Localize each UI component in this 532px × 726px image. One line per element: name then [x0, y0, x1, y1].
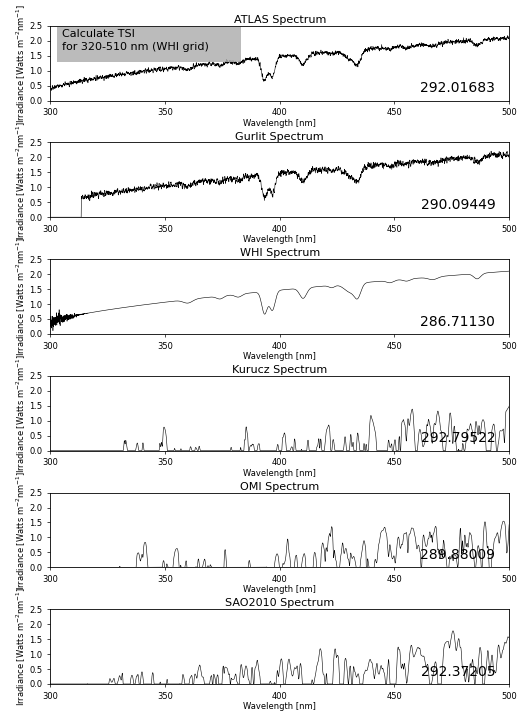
- Text: 286.71130: 286.71130: [420, 314, 495, 329]
- X-axis label: Wavelength [nm]: Wavelength [nm]: [243, 352, 316, 361]
- Y-axis label: Irradiance [Watts m$^{-2}$nm$^{-1}$]: Irradiance [Watts m$^{-2}$nm$^{-1}$]: [15, 470, 28, 590]
- Text: 292.01683: 292.01683: [420, 81, 495, 95]
- Text: 292.37205: 292.37205: [421, 665, 495, 679]
- Y-axis label: Irradiance [Watts m$^{-2}$nm$^{-1}$]: Irradiance [Watts m$^{-2}$nm$^{-1}$]: [15, 237, 28, 356]
- Title: SAO2010 Spectrum: SAO2010 Spectrum: [225, 598, 334, 608]
- FancyBboxPatch shape: [57, 28, 240, 62]
- X-axis label: Wavelength [nm]: Wavelength [nm]: [243, 702, 316, 711]
- Title: OMI Spectrum: OMI Spectrum: [240, 482, 319, 492]
- X-axis label: Wavelength [nm]: Wavelength [nm]: [243, 235, 316, 244]
- Text: 290.09449: 290.09449: [421, 198, 495, 212]
- X-axis label: Wavelength [nm]: Wavelength [nm]: [243, 585, 316, 595]
- Text: 292.79522: 292.79522: [421, 431, 495, 445]
- X-axis label: Wavelength [nm]: Wavelength [nm]: [243, 468, 316, 478]
- Text: Calculate TSI
for 320-510 nm (WHI grid): Calculate TSI for 320-510 nm (WHI grid): [62, 29, 209, 52]
- Title: Gurlit Spectrum: Gurlit Spectrum: [235, 131, 324, 142]
- X-axis label: Wavelength [nm]: Wavelength [nm]: [243, 118, 316, 128]
- Y-axis label: Irradiance [Watts m$^{-2}$nm$^{-1}$]: Irradiance [Watts m$^{-2}$nm$^{-1}$]: [15, 4, 28, 123]
- Title: Kurucz Spectrum: Kurucz Spectrum: [232, 365, 327, 375]
- Text: 289.88009: 289.88009: [420, 548, 495, 562]
- Title: ATLAS Spectrum: ATLAS Spectrum: [234, 15, 326, 25]
- Y-axis label: Irradiance [Watts m$^{-2}$nm$^{-1}$]: Irradiance [Watts m$^{-2}$nm$^{-1}$]: [15, 587, 28, 706]
- Title: WHI Spectrum: WHI Spectrum: [239, 248, 320, 258]
- Y-axis label: Irradiance [Watts m$^{-2}$nm$^{-1}$]: Irradiance [Watts m$^{-2}$nm$^{-1}$]: [15, 354, 28, 473]
- Y-axis label: Irradiance [Watts m$^{-2}$nm$^{-1}$]: Irradiance [Watts m$^{-2}$nm$^{-1}$]: [15, 120, 28, 240]
